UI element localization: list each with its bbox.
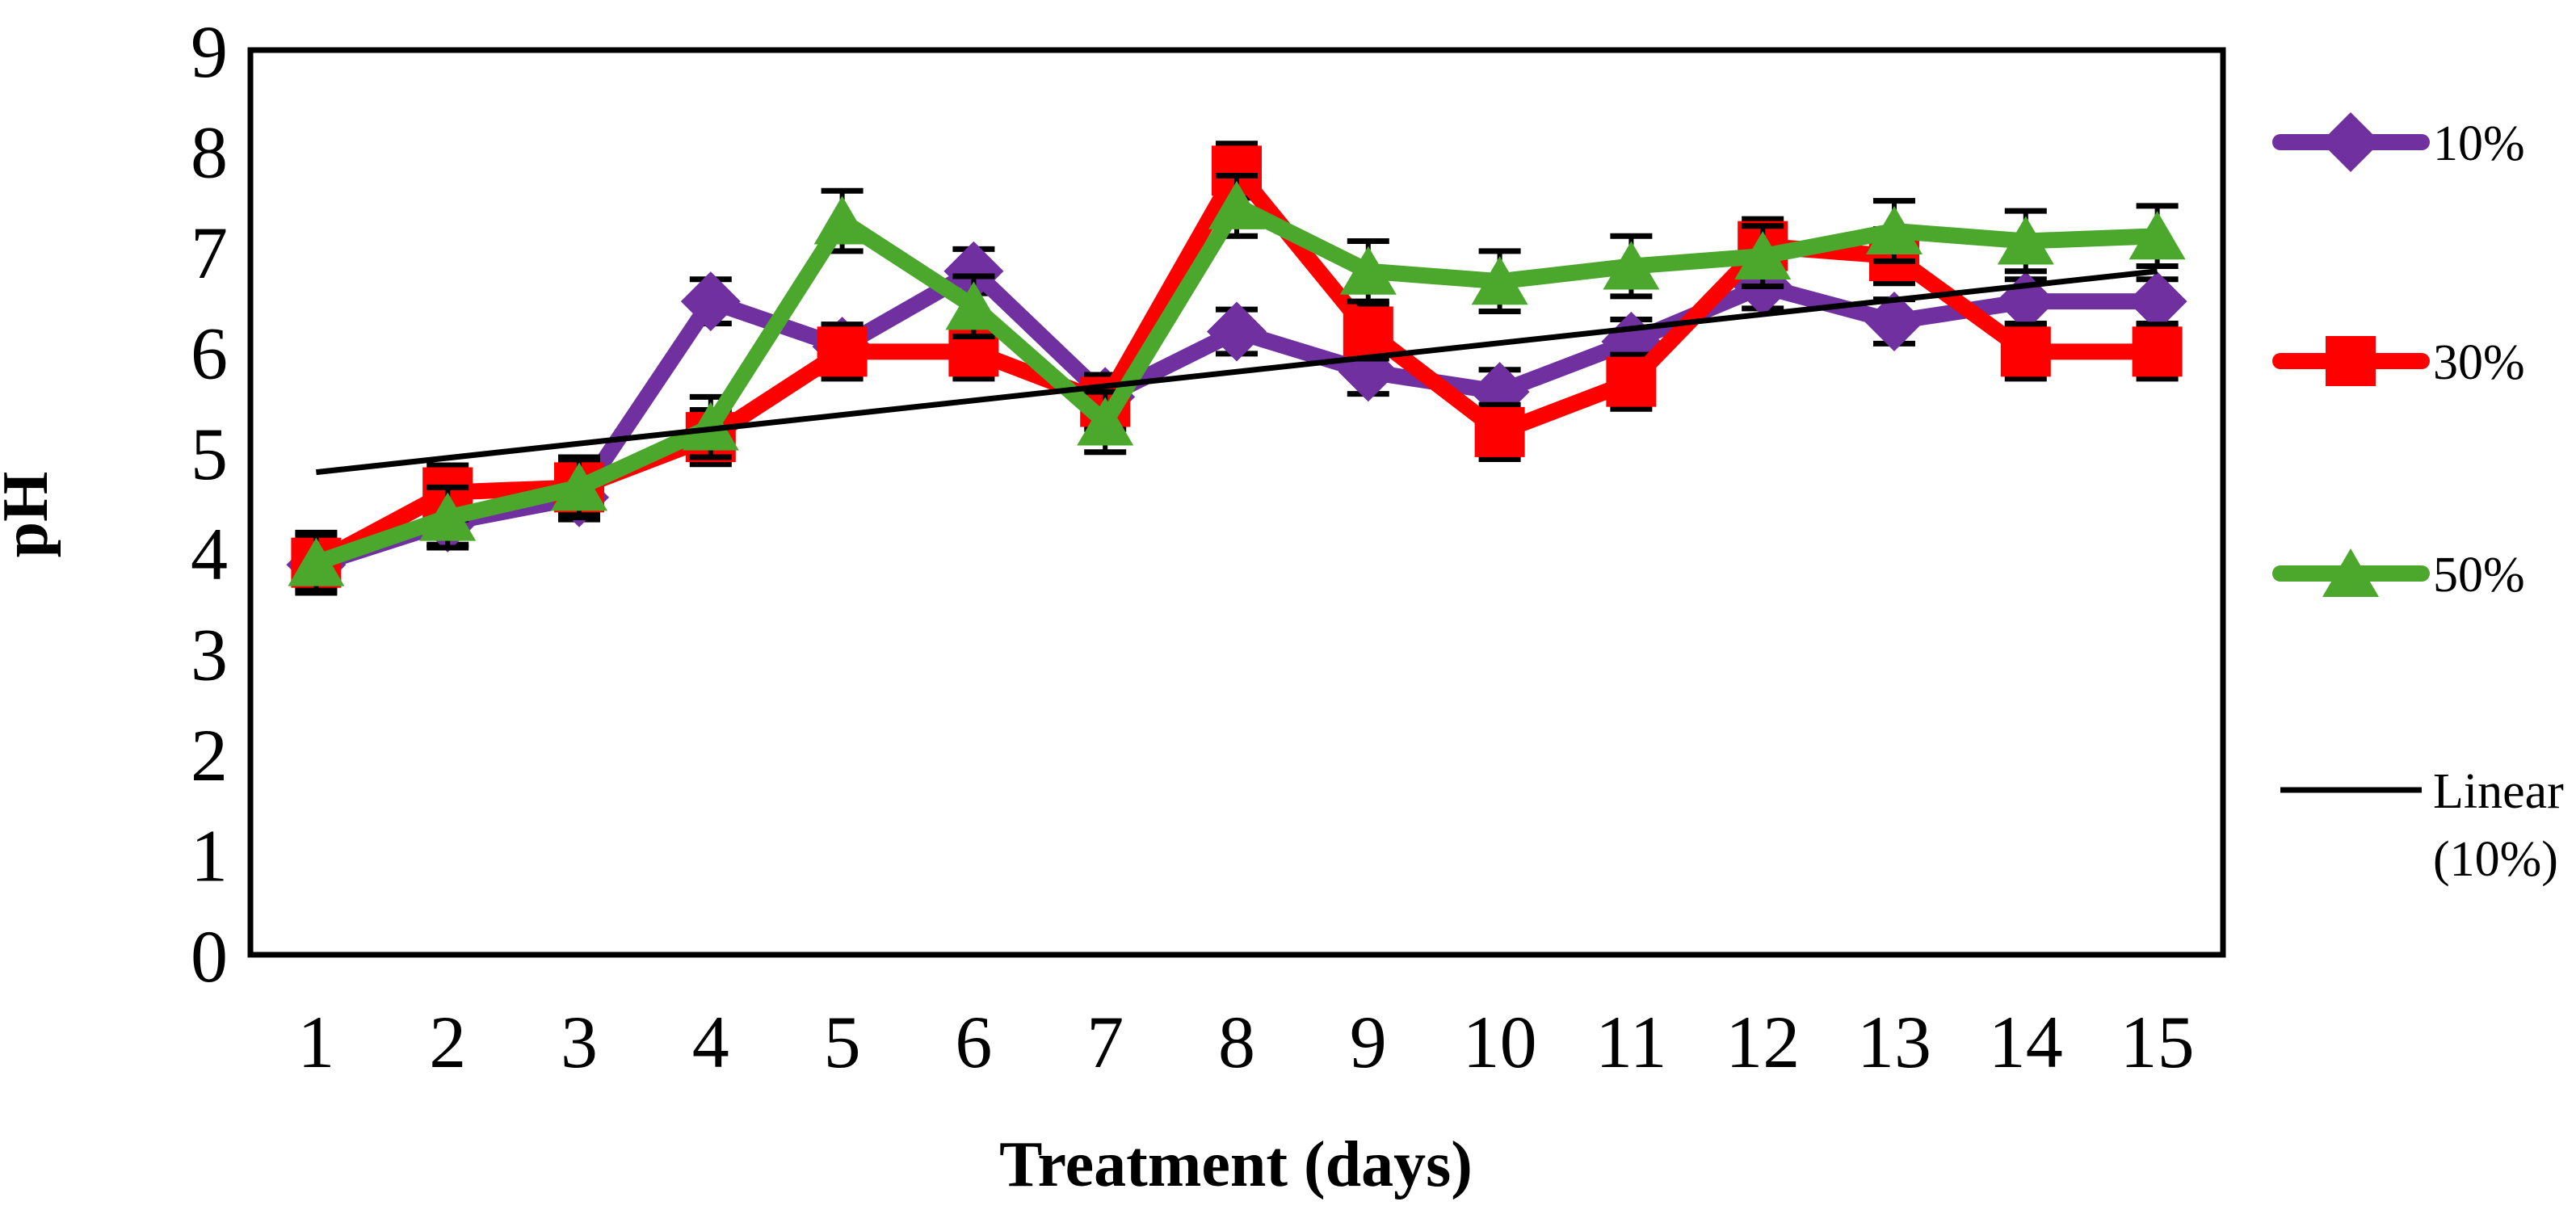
markers-10pct xyxy=(286,241,2187,595)
legend-label-linear-line1: Linear xyxy=(2433,764,2564,819)
y-tick-label: 3 xyxy=(191,614,228,696)
legend-marker-triangle-50pct xyxy=(2322,548,2379,597)
y-axis-tick-labels: 0 1 2 3 4 5 6 7 8 9 xyxy=(191,11,228,998)
marker-triangle-50pct xyxy=(1866,206,1923,254)
marker-triangle-50pct xyxy=(1734,231,1792,280)
legend-item-linear-10pct-: Linear (10%) xyxy=(2280,764,2564,887)
marker-square-30pct xyxy=(1606,356,1657,407)
marker-square-30pct xyxy=(2132,326,2183,377)
marker-triangle-50pct xyxy=(1339,246,1397,295)
x-tick-label: 12 xyxy=(1725,1001,1800,1083)
x-tick-label: 13 xyxy=(1857,1001,1931,1083)
legend-label-30pct: 30% xyxy=(2433,335,2525,390)
legend-label-10pct: 10% xyxy=(2433,116,2525,171)
y-tick-label: 5 xyxy=(191,413,228,495)
marker-triangle-50pct xyxy=(1603,241,1660,290)
x-tick-label: 14 xyxy=(1989,1001,2063,1083)
marker-triangle-50pct xyxy=(1077,397,1134,446)
marker-triangle-50pct xyxy=(813,195,871,245)
marker-diamond-10pct xyxy=(680,271,741,332)
x-tick-label: 9 xyxy=(1350,1001,1387,1083)
marker-triangle-50pct xyxy=(1997,216,2054,265)
x-tick-label: 1 xyxy=(297,1001,334,1083)
marker-triangle-50pct xyxy=(682,401,739,451)
y-tick-label: 7 xyxy=(191,212,228,294)
x-tick-label: 5 xyxy=(824,1001,861,1083)
x-tick-label: 8 xyxy=(1218,1001,1255,1083)
legend-label-50pct: 50% xyxy=(2433,548,2525,603)
x-tick-label: 4 xyxy=(692,1001,729,1083)
trendline-linear-10pct- xyxy=(316,268,2158,476)
marker-triangle-50pct xyxy=(945,281,1002,330)
marker-diamond-10pct xyxy=(2127,271,2187,332)
marker-triangle-50pct xyxy=(551,462,607,511)
marker-square-30pct xyxy=(2000,326,2051,377)
marker-square-30pct xyxy=(817,326,868,377)
y-tick-label: 9 xyxy=(191,11,228,93)
y-tick-label: 1 xyxy=(191,815,228,897)
x-tick-label: 11 xyxy=(1595,1001,1667,1083)
legend-marker-diamond-10pct xyxy=(2321,112,2381,172)
x-axis-title: Treatment (days) xyxy=(999,1129,1473,1200)
legend: 10% 30% 50% Linear (10%) xyxy=(2272,112,2564,887)
series-10pct xyxy=(286,241,2187,595)
marker-triangle-50pct xyxy=(2128,211,2186,260)
y-axis-title: pH xyxy=(0,472,61,558)
y-tick-label: 8 xyxy=(191,111,228,193)
x-tick-label: 2 xyxy=(429,1001,466,1083)
marker-square-30pct xyxy=(1343,306,1393,357)
x-axis-tick-labels: 1 2 3 4 5 6 7 8 9 10 11 12 13 14 15 xyxy=(297,1001,2194,1083)
legend-item-50pct: 50% xyxy=(2272,548,2525,603)
series-50pct xyxy=(288,173,2186,596)
marker-triangle-50pct xyxy=(1471,256,1528,305)
y-tick-label: 0 xyxy=(191,915,228,998)
legend-label-linear-line2: (10%) xyxy=(2433,832,2558,887)
legend-item-10pct: 10% xyxy=(2272,112,2525,172)
markers-50pct xyxy=(288,180,2186,586)
x-tick-label: 7 xyxy=(1086,1001,1124,1083)
x-tick-label: 3 xyxy=(561,1001,598,1083)
legend-marker-square-30pct xyxy=(2326,336,2376,386)
marker-triangle-50pct xyxy=(419,492,477,541)
marker-diamond-10pct xyxy=(943,241,1004,301)
marker-square-30pct xyxy=(1474,406,1525,457)
x-tick-label: 15 xyxy=(2120,1001,2195,1083)
marker-triangle-50pct xyxy=(288,537,345,586)
marker-triangle-50pct xyxy=(1208,180,1265,229)
y-tick-label: 4 xyxy=(191,513,228,595)
legend-item-30pct: 30% xyxy=(2272,335,2525,390)
x-tick-label: 6 xyxy=(955,1001,992,1083)
marker-diamond-10pct xyxy=(1207,301,1267,362)
x-tick-label: 10 xyxy=(1463,1001,1537,1083)
y-tick-label: 6 xyxy=(191,312,228,394)
y-tick-label: 2 xyxy=(191,714,228,796)
plot-area-border xyxy=(247,47,2226,958)
marker-diamond-10pct xyxy=(1864,292,1924,351)
